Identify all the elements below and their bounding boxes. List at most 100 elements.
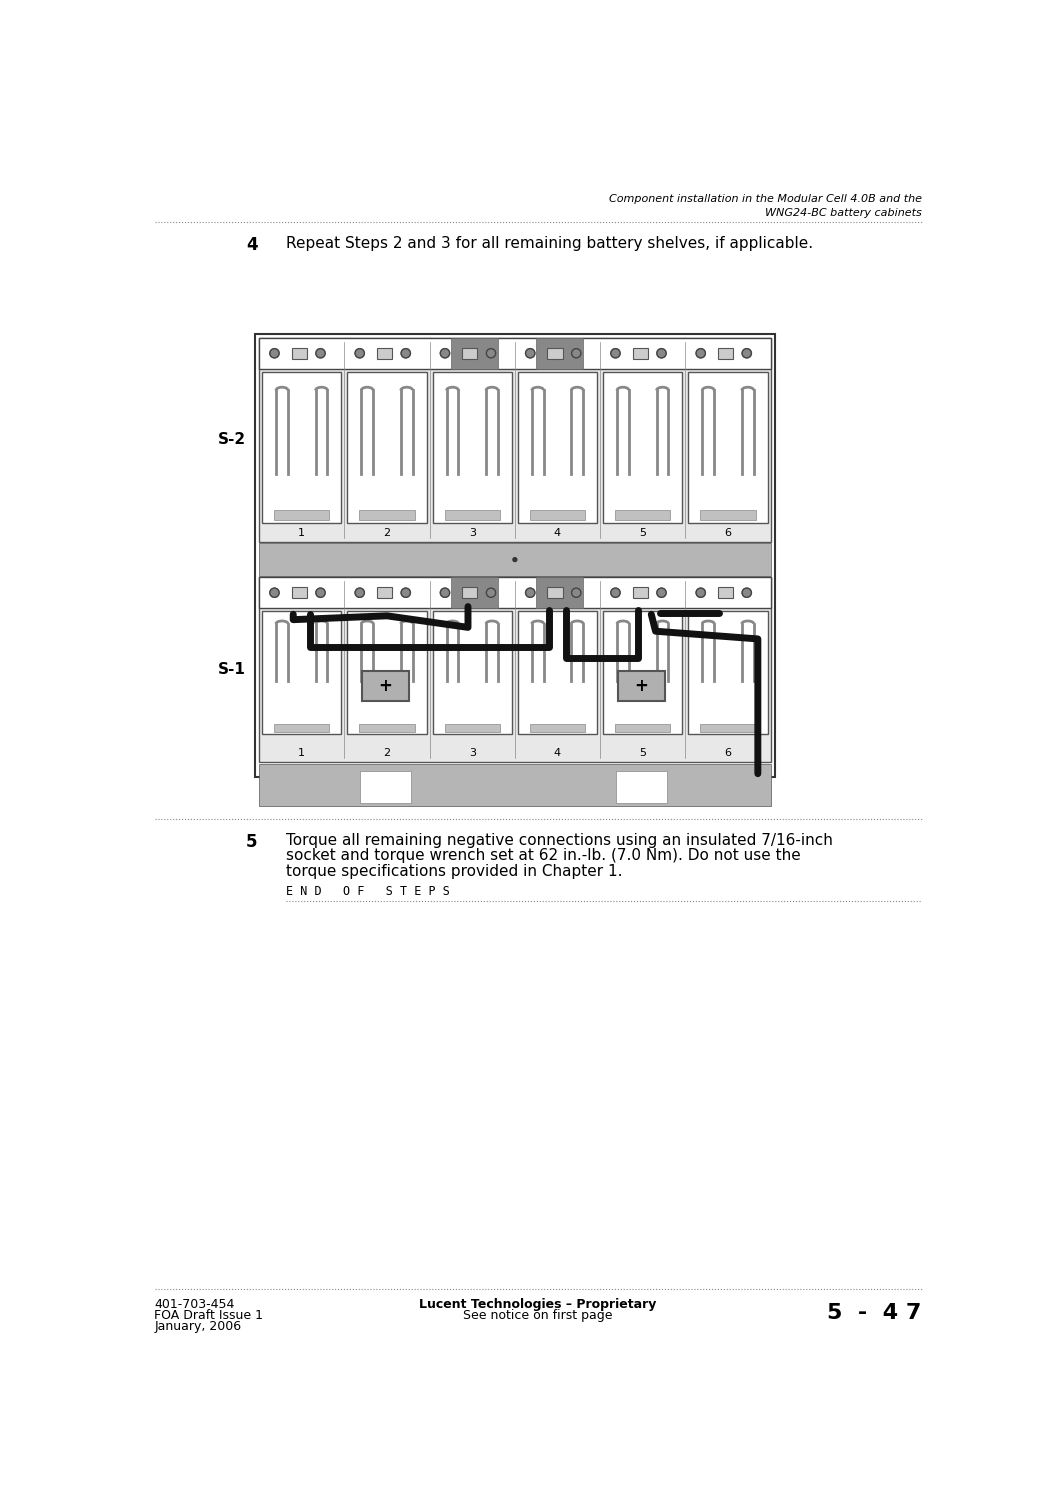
Bar [632, 588, 648, 598]
Text: E N D   O F   S T E P S: E N D O F S T E P S [287, 885, 450, 898]
Circle shape [401, 348, 411, 358]
Text: S-2: S-2 [217, 432, 246, 447]
Bar [537, 338, 583, 369]
Bar [433, 610, 511, 735]
Bar [377, 348, 392, 358]
Bar [462, 348, 478, 358]
Text: 2: 2 [383, 528, 391, 537]
Text: Component installation in the Modular Cell 4.0B and the: Component installation in the Modular Ce… [609, 194, 922, 204]
Bar [518, 372, 597, 522]
Text: Lucent Technologies – Proprietary: Lucent Technologies – Proprietary [419, 1298, 657, 1311]
Bar [615, 771, 667, 802]
Bar [547, 588, 563, 598]
Bar [615, 510, 670, 519]
Bar [259, 764, 771, 806]
Circle shape [355, 588, 364, 597]
Circle shape [440, 348, 449, 358]
Bar [689, 610, 768, 735]
Bar [632, 348, 648, 358]
Circle shape [316, 588, 326, 597]
Bar [259, 578, 771, 762]
Circle shape [486, 588, 496, 597]
Circle shape [526, 588, 534, 597]
Bar [360, 771, 411, 802]
Text: 401-703-454: 401-703-454 [154, 1298, 235, 1311]
Circle shape [486, 348, 496, 358]
Text: 5: 5 [246, 833, 257, 850]
Bar [259, 578, 771, 608]
Bar [689, 372, 768, 522]
Text: See notice on first page: See notice on first page [463, 1310, 613, 1322]
Circle shape [513, 558, 517, 561]
Circle shape [571, 348, 581, 358]
Circle shape [742, 348, 752, 358]
Circle shape [440, 588, 449, 597]
Circle shape [742, 588, 752, 597]
Bar [377, 588, 392, 598]
Bar [700, 724, 756, 732]
Bar [603, 610, 682, 735]
Circle shape [696, 348, 706, 358]
Bar [530, 724, 585, 732]
Circle shape [270, 588, 279, 597]
Circle shape [696, 588, 706, 597]
Bar [259, 338, 771, 369]
Circle shape [355, 348, 364, 358]
Bar [255, 334, 775, 777]
Text: Repeat Steps 2 and 3 for all remaining battery shelves, if applicable.: Repeat Steps 2 and 3 for all remaining b… [287, 236, 814, 250]
Bar [718, 588, 733, 598]
Bar [274, 724, 330, 732]
Bar [700, 510, 756, 519]
Bar [450, 578, 498, 608]
Bar [433, 372, 511, 522]
Bar [718, 348, 733, 358]
Text: +: + [634, 676, 648, 694]
Text: S-1: S-1 [218, 662, 246, 676]
Bar [603, 372, 682, 522]
Text: 5: 5 [639, 528, 646, 537]
Circle shape [316, 348, 326, 358]
Bar [348, 372, 426, 522]
Bar [450, 338, 498, 369]
Text: 5: 5 [639, 748, 646, 758]
Bar [530, 510, 585, 519]
Bar [537, 578, 583, 608]
Text: 6: 6 [724, 748, 732, 758]
Circle shape [270, 348, 279, 358]
Bar [444, 724, 500, 732]
Bar [274, 510, 330, 519]
Bar [615, 724, 670, 732]
Text: 4: 4 [554, 528, 561, 537]
Bar [259, 338, 771, 542]
Circle shape [571, 588, 581, 597]
Bar [348, 610, 426, 735]
Bar [262, 372, 341, 522]
Bar [462, 588, 478, 598]
Text: 2: 2 [383, 748, 391, 758]
Text: 3: 3 [468, 528, 476, 537]
Bar [518, 610, 597, 735]
Text: WNG24-BC battery cabinets: WNG24-BC battery cabinets [765, 207, 922, 218]
Text: January, 2006: January, 2006 [154, 1320, 242, 1332]
Circle shape [657, 348, 666, 358]
Circle shape [657, 588, 666, 597]
Text: 4: 4 [246, 236, 257, 254]
Text: socket and torque wrench set at 62 in.-lb. (7.0 Nm). Do not use the: socket and torque wrench set at 62 in.-l… [287, 849, 801, 864]
Text: 6: 6 [724, 528, 732, 537]
Text: FOA Draft Issue 1: FOA Draft Issue 1 [154, 1310, 264, 1322]
Text: +: + [378, 676, 393, 694]
Text: 5  -  4 7: 5 - 4 7 [827, 1302, 922, 1323]
Bar [444, 510, 500, 519]
Bar [362, 672, 408, 700]
Circle shape [611, 348, 621, 358]
Text: 1: 1 [298, 528, 306, 537]
Bar [359, 510, 415, 519]
Circle shape [611, 588, 621, 597]
Text: Torque all remaining negative connections using an insulated 7/16-inch: Torque all remaining negative connection… [287, 833, 833, 848]
Text: 3: 3 [468, 748, 476, 758]
Bar [292, 588, 307, 598]
Bar [292, 348, 307, 358]
Circle shape [526, 348, 534, 358]
Bar [259, 543, 771, 576]
Bar [617, 672, 665, 700]
